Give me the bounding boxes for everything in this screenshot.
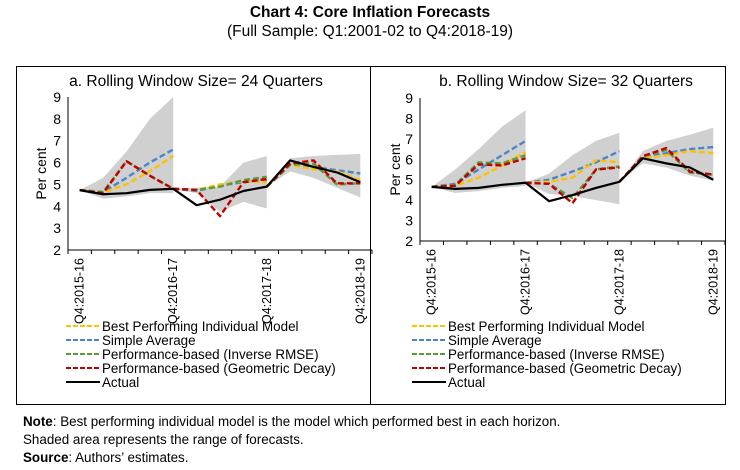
x-tick-label: Q4:2015-16 <box>425 249 439 315</box>
x-tick-label: Q4:2017-18 <box>612 249 626 315</box>
forecast-range-area <box>525 132 620 205</box>
legend-label-geo: Performance-based (Geometric Decay) <box>102 361 336 376</box>
source-text: : Authors’ estimates. <box>68 450 189 465</box>
legend-label-rmse: Performance-based (Inverse RMSE) <box>102 347 319 362</box>
y-tick-label: 5 <box>405 172 413 188</box>
chart-title: Chart 4: Core Inflation Forecasts <box>249 4 491 21</box>
legend-label-simple: Simple Average <box>448 333 542 348</box>
panel-b: b. Rolling Window Size= 32 Quarters 2 3 4 5 6… <box>387 73 726 390</box>
y-tick-label: 3 <box>405 213 413 229</box>
legend-label-geo: Performance-based (Geometric Decay) <box>448 361 682 376</box>
series-line-geo <box>525 166 620 205</box>
note-label: Note <box>23 414 53 429</box>
y-tick-label: 4 <box>53 198 61 214</box>
forecast-range-area <box>431 110 526 193</box>
y-tick-label: 3 <box>53 220 61 236</box>
x-tick-label: Q4:2016-17 <box>519 249 533 315</box>
y-tick-label: 9 <box>405 90 413 106</box>
notes: Note: Best performing individual model i… <box>23 413 733 467</box>
panel-a: a. Rolling Window Size= 24 Quarters 2 3 4 5 6… <box>33 73 373 390</box>
y-tick-label: 5 <box>53 176 61 192</box>
note-text-2: Shaded area represents the range of fore… <box>23 432 304 447</box>
legend-label-best: Best Performing Individual Model <box>448 319 645 334</box>
legend-label-actual: Actual <box>448 375 485 390</box>
y-tick-label: 4 <box>405 192 413 208</box>
note-text: : Best performing individual model is th… <box>52 414 561 429</box>
panel-title: a. Rolling Window Size= 24 Quarters <box>69 73 323 90</box>
y-tick-label: 2 <box>405 233 413 249</box>
legend-label-rmse: Performance-based (Inverse RMSE) <box>448 347 665 362</box>
y-tick-label: 8 <box>405 110 413 126</box>
x-tick-label: Q4:2018-19 <box>353 258 367 324</box>
chart-subtitle: (Full Sample: Q1:2001-02 to Q4:2018-19) <box>226 23 514 40</box>
y-tick-label: 2 <box>53 242 61 258</box>
panel-title: b. Rolling Window Size= 32 Quarters <box>439 73 693 90</box>
legend-label-best: Best Performing Individual Model <box>102 319 299 334</box>
y-axis-label: Per cent <box>33 147 49 199</box>
y-tick-label: 7 <box>405 131 413 147</box>
x-tick-label: Q4:2017-18 <box>260 258 274 324</box>
x-tick-label: Q4:2015-16 <box>73 258 87 324</box>
legend-label-actual: Actual <box>102 375 139 390</box>
charts-frame <box>16 66 726 405</box>
forecast-range-area <box>79 97 174 199</box>
y-tick-label: 6 <box>405 151 413 167</box>
y-tick-label: 8 <box>53 111 61 127</box>
y-tick-label: 9 <box>53 89 61 105</box>
y-tick-label: 6 <box>53 155 61 171</box>
forecast-range-area <box>173 156 267 212</box>
y-tick-label: 7 <box>53 133 61 149</box>
source-label: Source <box>23 450 69 465</box>
panel-divider <box>370 67 371 404</box>
x-tick-label: Q4:2018-19 <box>706 249 720 315</box>
y-axis-label: Per cent <box>387 143 403 195</box>
legend-label-simple: Simple Average <box>102 333 196 348</box>
x-tick-label: Q4:2016-17 <box>166 258 180 324</box>
